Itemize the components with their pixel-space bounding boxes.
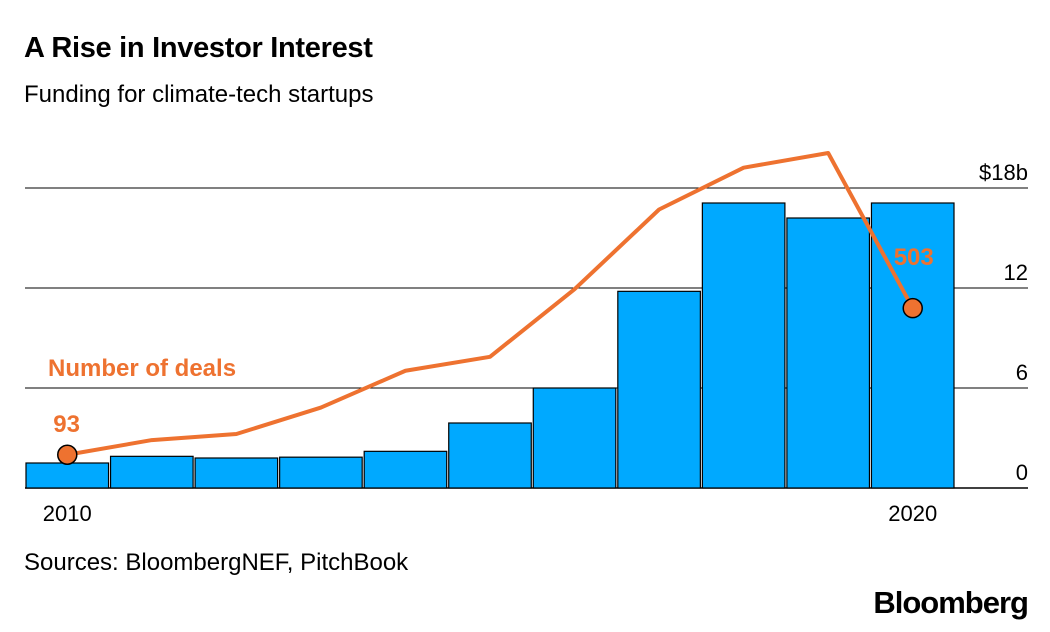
bar-2017 bbox=[617, 290, 701, 489]
bar-2018 bbox=[701, 202, 786, 489]
deals-line-layer bbox=[57, 151, 923, 466]
x-tick-label-2020: 2020 bbox=[888, 501, 937, 526]
funding-bars bbox=[25, 202, 955, 489]
deals-point-2010 bbox=[57, 444, 78, 466]
source-note: Sources: BloombergNEF, PitchBook bbox=[24, 549, 409, 576]
bar-2011 bbox=[109, 455, 194, 489]
y-tick-label-0: 0 bbox=[1016, 460, 1028, 485]
deals-line bbox=[66, 151, 915, 457]
deals-end-label: 503 bbox=[894, 244, 934, 271]
chart-subtitle: Funding for climate-tech startups bbox=[24, 81, 374, 108]
bloomberg-logo: Bloomberg bbox=[873, 585, 1029, 620]
y-tick-label-18: $18b bbox=[979, 160, 1028, 185]
bar-2013 bbox=[279, 456, 363, 489]
y-tick-label-6: 6 bbox=[1016, 360, 1028, 385]
bar-2015 bbox=[448, 422, 532, 489]
bar-2020 bbox=[870, 202, 955, 489]
chart-title: A Rise in Investor Interest bbox=[24, 32, 373, 64]
deals-series-label: Number of deals bbox=[48, 355, 236, 382]
bar-2010 bbox=[25, 462, 110, 489]
bar-2012 bbox=[194, 457, 279, 489]
bar-2016 bbox=[532, 387, 617, 489]
chart-labels: 0 6 12 $18b 93 503 Number of deals 2010 2020 bbox=[43, 160, 1028, 526]
bar-2019 bbox=[786, 217, 871, 489]
deals-point-2020 bbox=[902, 297, 923, 319]
deals-start-label: 93 bbox=[53, 411, 80, 438]
bar-2014 bbox=[363, 450, 448, 489]
y-tick-label-12: 12 bbox=[1004, 260, 1028, 285]
x-tick-label-2010: 2010 bbox=[43, 501, 92, 526]
